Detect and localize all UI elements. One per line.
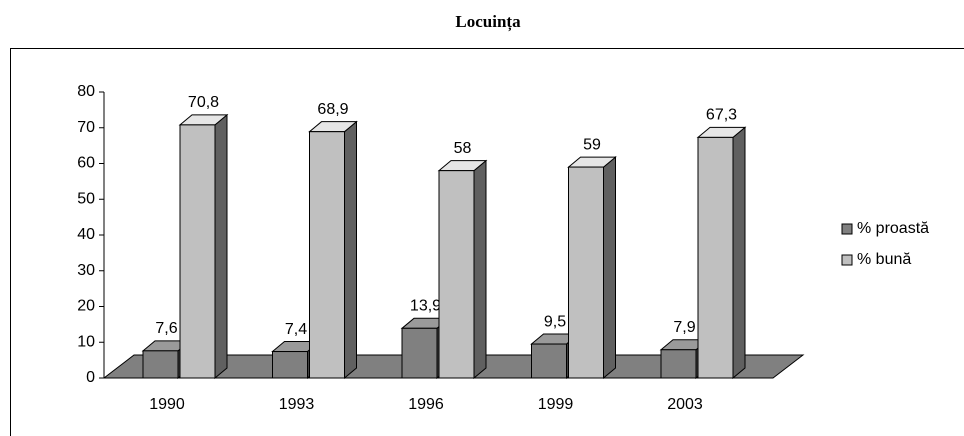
x-tick-label: 1993 (279, 396, 315, 413)
y-tick-label: 10 (77, 333, 95, 350)
y-tick-label: 60 (77, 155, 95, 172)
value-label: 67,3 (706, 107, 737, 124)
legend-swatch (841, 254, 853, 266)
value-label: 59 (583, 136, 601, 153)
bar (568, 166, 604, 379)
legend-swatch (841, 223, 853, 235)
value-label: 7,6 (155, 320, 177, 337)
bar (531, 343, 567, 379)
bar (401, 327, 438, 379)
y-tick-label: 80 (77, 83, 95, 100)
y-tick-label: 40 (77, 226, 95, 243)
bar (697, 136, 734, 379)
bar-side (344, 120, 357, 380)
value-label: 7,9 (673, 319, 695, 336)
bar (179, 124, 216, 379)
x-tick-label: 2003 (667, 396, 703, 413)
value-label: 9,5 (544, 313, 566, 330)
bar-side (214, 113, 228, 380)
legend-label: % bună (857, 251, 911, 268)
value-label: 70,8 (188, 94, 219, 111)
chart-title: Locuința (455, 12, 521, 32)
bar-side (603, 156, 616, 380)
bar (438, 170, 475, 379)
y-tick-label: 0 (86, 369, 95, 386)
value-label: 13,9 (410, 298, 441, 315)
legend-label: % proastă (857, 220, 929, 237)
value-label: 7,4 (285, 321, 307, 338)
y-tick-label: 30 (77, 262, 95, 279)
bar-side (732, 126, 746, 380)
x-tick-label: 1996 (408, 396, 444, 413)
y-tick-label: 50 (77, 190, 95, 207)
value-label: 58 (454, 140, 472, 157)
bar (272, 351, 308, 379)
bar (660, 349, 697, 379)
y-tick-label: 20 (77, 298, 95, 315)
x-tick-label: 1999 (538, 396, 574, 413)
chart-frame (10, 48, 964, 436)
bar (309, 131, 345, 379)
x-tick-label: 1990 (149, 396, 185, 413)
y-tick-label: 70 (77, 119, 95, 136)
value-label: 68,9 (317, 101, 348, 118)
bar-side (473, 159, 487, 380)
bar (142, 350, 179, 379)
